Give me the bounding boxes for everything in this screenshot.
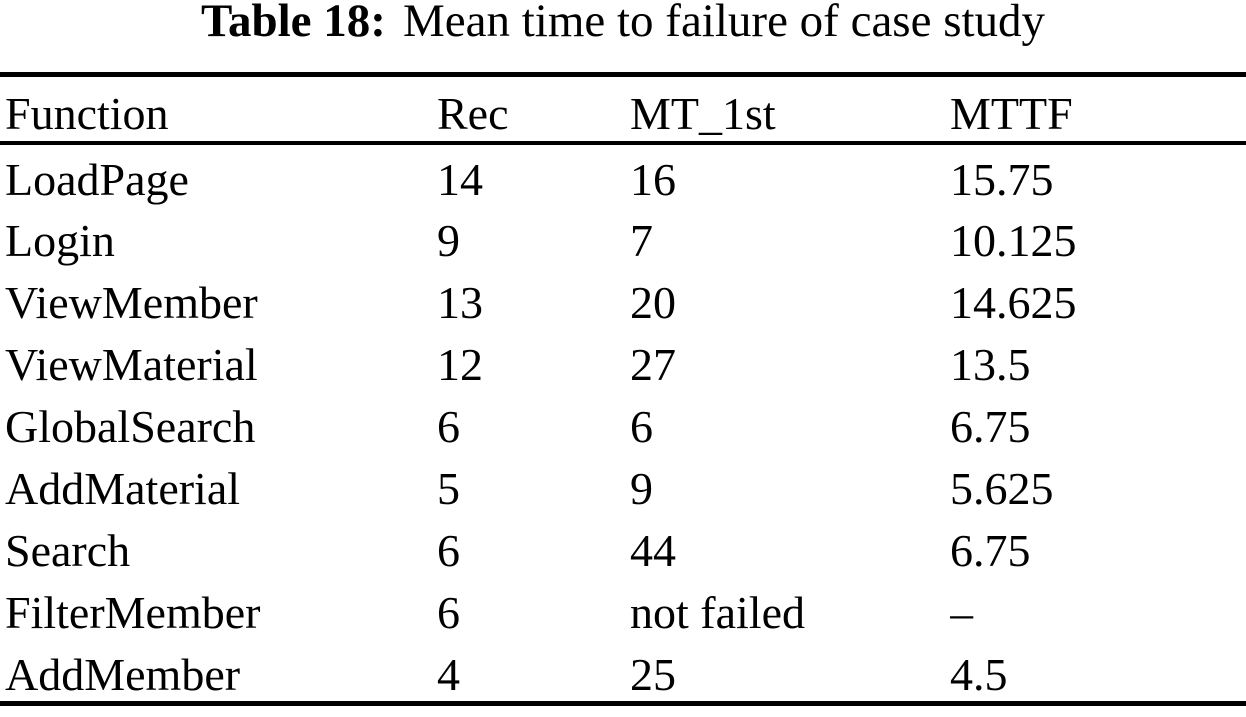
table-row: ViewMaterial 12 27 13.5: [0, 330, 1246, 392]
cell-mt1st: 27: [630, 339, 676, 390]
table-body: LoadPage 14 16 15.75 Login 9 7 10.125 Vi…: [0, 143, 1246, 704]
table-row: LoadPage 14 16 15.75: [0, 143, 1246, 206]
cell-mt1st: not failed: [630, 587, 805, 638]
cell-rec: 6: [437, 401, 460, 452]
cell-mttf: 6.75: [950, 401, 1031, 452]
cell-function: FilterMember: [5, 587, 261, 638]
cell-rec: 6: [437, 525, 460, 576]
cell-rec: 14: [437, 153, 483, 205]
cell-function: AddMaterial: [5, 463, 241, 514]
cell-function: ViewMaterial: [5, 339, 258, 390]
cell-function: Login: [5, 215, 115, 266]
cell-function: GlobalSearch: [5, 401, 256, 452]
cell-function: AddMember: [5, 648, 241, 700]
cell-rec: 13: [437, 277, 483, 328]
cell-mttf: 4.5: [950, 648, 1008, 700]
table-caption: Table 18: Mean time to failure of case st…: [0, 0, 1246, 72]
cell-mttf: 6.75: [950, 525, 1031, 576]
cell-function: LoadPage: [5, 153, 189, 205]
column-header-function: Function: [5, 88, 169, 140]
table-row: ViewMember 13 20 14.625: [0, 268, 1246, 330]
cell-mt1st: 16: [630, 153, 676, 205]
cell-rec: 9: [437, 215, 460, 266]
table-row: Login 9 7 10.125: [0, 206, 1246, 268]
table-caption-label: Table 18:: [200, 0, 386, 47]
cell-function: Search: [5, 525, 131, 576]
cell-mt1st: 9: [630, 463, 653, 514]
cell-rec: 12: [437, 339, 483, 390]
table-header: Function Rec MT_1st MTTF: [0, 75, 1246, 143]
table-row: AddMember 4 25 4.5: [0, 640, 1246, 704]
cell-mttf: 15.75: [950, 153, 1054, 205]
column-header-mttf: MTTF: [950, 88, 1073, 140]
cell-mt1st: 44: [630, 525, 676, 576]
cell-rec: 5: [437, 463, 460, 514]
table-caption-text: Mean time to failure of case study: [402, 0, 1046, 47]
cell-mttf: 14.625: [950, 277, 1077, 328]
table-row: GlobalSearch 6 6 6.75: [0, 392, 1246, 454]
cell-mt1st: 20: [630, 277, 676, 328]
table-row: AddMaterial 5 9 5.625: [0, 454, 1246, 516]
column-header-rec: Rec: [437, 88, 509, 140]
cell-mttf: 10.125: [950, 215, 1077, 266]
column-header-mt1st: MT_1st: [630, 88, 776, 140]
cell-mt1st: 7: [630, 215, 653, 266]
cell-function: ViewMember: [5, 277, 258, 328]
cell-mt1st: 6: [630, 401, 653, 452]
cell-mttf: 13.5: [950, 339, 1031, 390]
mttf-table: Function Rec MT_1st MTTF LoadPage 14 16 …: [0, 72, 1246, 706]
cell-mttf: –: [950, 587, 973, 638]
cell-mttf: 5.625: [950, 463, 1054, 514]
header-row: Function Rec MT_1st MTTF: [0, 75, 1246, 143]
cell-rec: 6: [437, 587, 460, 638]
table-row: FilterMember 6 not failed –: [0, 578, 1246, 640]
cell-mt1st: 25: [630, 648, 676, 700]
cell-rec: 4: [437, 648, 460, 700]
table-row: Search 6 44 6.75: [0, 516, 1246, 578]
